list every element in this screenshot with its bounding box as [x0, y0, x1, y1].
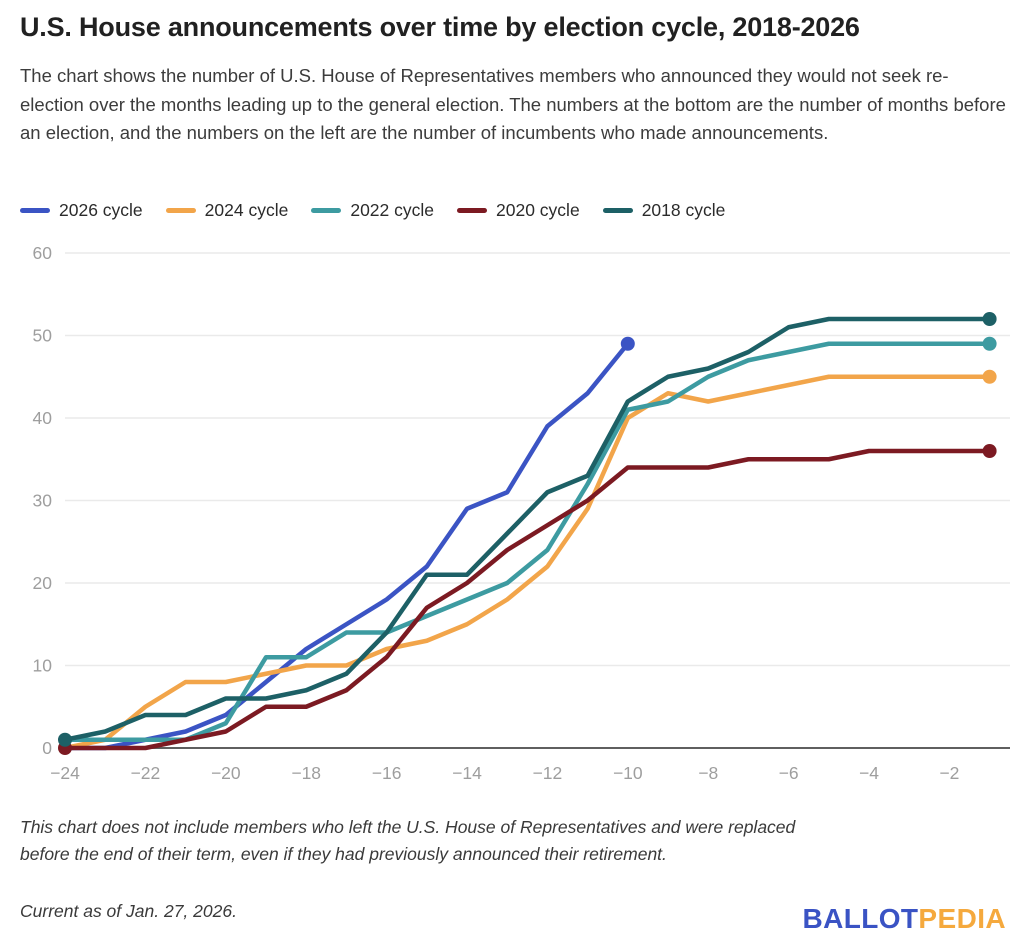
legend-swatch-2018 [602, 208, 633, 213]
x-axis-tick-label: −10 [613, 763, 643, 783]
page-title: U.S. House announcements over time by el… [20, 12, 860, 42]
series-line-2020-cycle [62, 448, 992, 751]
logo-text-pedia: PEDIA [918, 903, 1006, 934]
legend-label: 2018 cycle [641, 200, 726, 220]
legend-swatch-2022 [311, 208, 342, 213]
ballotpedia-logo: BALLOTPEDIA [802, 903, 1006, 935]
legend-swatch-2020 [457, 208, 488, 213]
series-line-2024-cycle [62, 374, 992, 751]
series-end-dot-2026-cycle [620, 336, 635, 351]
series-end-dot-2022-cycle [982, 336, 997, 351]
series-end-dot-2018-cycle [982, 312, 997, 326]
series-line-2022-cycle [62, 341, 992, 742]
legend-label: 2022 cycle [350, 200, 435, 220]
series-start-dot-2018-cycle [58, 732, 72, 747]
legend-swatch-2026 [20, 208, 50, 213]
y-axis-tick-label: 10 [33, 656, 53, 676]
y-axis-tick-label: 0 [42, 738, 52, 758]
current-as-of-note: Current as of Jan. 27, 2026. [20, 901, 237, 921]
x-axis-tick-label: −8 [698, 763, 718, 783]
y-axis-tick-label: 40 [33, 408, 53, 428]
x-axis-tick-label: −14 [452, 763, 482, 783]
chart-description: The chart shows the number of U.S. House… [20, 65, 1006, 143]
x-axis-tick-label: −20 [211, 763, 241, 783]
series-end-dot-2020-cycle [982, 444, 997, 458]
x-axis-tick-label: −4 [859, 763, 879, 783]
x-axis-tick-label: −12 [533, 763, 563, 783]
legend-item-2018-cycle[interactable]: 2018 cycle [602, 200, 726, 221]
legend-item-2024-cycle[interactable]: 2024 cycle [165, 200, 289, 221]
y-axis-tick-label: 30 [33, 491, 53, 511]
chart-footnote: This chart does not include members who … [20, 817, 796, 864]
y-axis-tick-label: 50 [33, 326, 53, 346]
x-axis-tick-label: −6 [779, 763, 799, 783]
series-line-2026-cycle [62, 341, 631, 751]
x-axis-tick-label: −2 [939, 763, 959, 783]
x-axis-tick-label: −16 [372, 763, 402, 783]
legend-item-2026-cycle[interactable]: 2026 cycle [20, 200, 143, 221]
legend-swatch-2024 [165, 208, 196, 213]
x-axis-tick-label: −24 [50, 763, 80, 783]
series-line-2018-cycle [62, 316, 992, 742]
x-axis-tick-label: −18 [291, 763, 321, 783]
logo-text-ballot: BALLOT [802, 903, 919, 934]
x-axis-tick-label: −22 [131, 763, 161, 783]
legend-item-2022-cycle[interactable]: 2022 cycle [311, 200, 434, 221]
series-end-dot-2024-cycle [982, 369, 997, 384]
legend-item-2020-cycle[interactable]: 2020 cycle [457, 200, 580, 221]
legend-label: 2026 cycle [59, 200, 143, 220]
y-axis-tick-label: 20 [33, 573, 53, 593]
y-axis-tick-label: 60 [33, 243, 53, 263]
legend-label: 2024 cycle [204, 200, 289, 220]
legend: 2026 cycle 2024 cycle 2022 cycle 2020 cy… [20, 200, 725, 221]
legend-label: 2020 cycle [496, 200, 580, 220]
